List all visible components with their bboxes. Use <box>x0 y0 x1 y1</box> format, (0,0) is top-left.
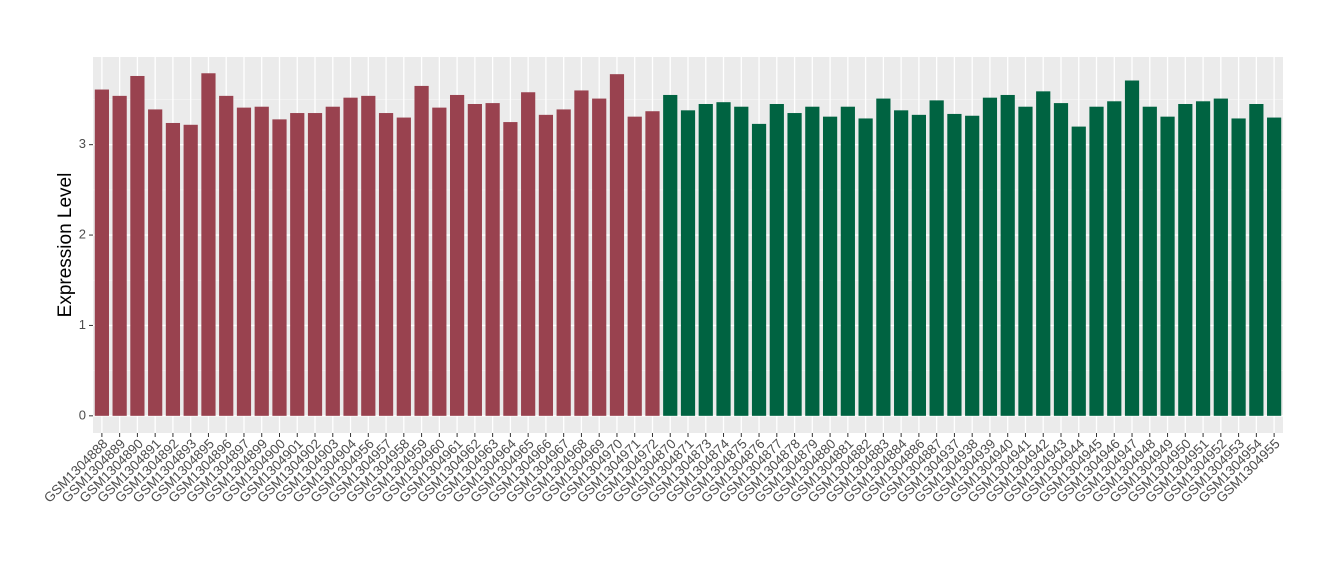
bar <box>1160 116 1175 416</box>
bar <box>840 106 855 416</box>
bar <box>272 119 287 416</box>
bar <box>805 106 820 416</box>
bar <box>1213 98 1228 416</box>
bar <box>1124 80 1140 416</box>
bar <box>396 117 411 416</box>
bar <box>148 109 163 416</box>
bar <box>592 98 607 416</box>
bar <box>574 90 589 416</box>
bar <box>538 114 554 416</box>
bar <box>769 104 784 416</box>
bar <box>627 116 642 416</box>
bar <box>94 89 109 416</box>
bar <box>219 95 234 416</box>
bar <box>556 109 571 416</box>
bar <box>1000 94 1015 416</box>
bar <box>787 113 802 416</box>
y-tick-label: 1 <box>79 317 86 332</box>
bar <box>325 106 340 416</box>
y-tick-label: 3 <box>79 136 86 151</box>
bar <box>165 122 181 416</box>
bar <box>1071 126 1086 416</box>
bar <box>1107 101 1122 416</box>
bar <box>982 97 998 416</box>
bar <box>183 124 198 416</box>
bar <box>112 95 127 416</box>
bar <box>343 97 358 416</box>
bar <box>236 107 252 416</box>
bar <box>1231 118 1246 416</box>
bar <box>521 92 536 416</box>
y-tick-label: 0 <box>79 407 86 422</box>
bar <box>1053 103 1069 416</box>
bar <box>822 116 838 416</box>
bar <box>1142 106 1157 416</box>
bar <box>911 114 926 416</box>
bar <box>307 113 323 416</box>
bar <box>290 113 305 416</box>
bar <box>645 111 660 416</box>
bar <box>947 113 962 416</box>
bar <box>751 123 767 416</box>
bar <box>1178 104 1193 416</box>
bar <box>876 98 891 416</box>
bar <box>609 74 625 416</box>
bar <box>965 115 980 416</box>
bar <box>378 113 394 416</box>
bar <box>894 110 909 416</box>
bar <box>432 107 447 416</box>
bar <box>1267 117 1282 416</box>
bar <box>467 104 482 416</box>
bar <box>254 106 269 416</box>
bar <box>680 110 696 416</box>
bar <box>698 104 713 416</box>
bar <box>1036 91 1051 416</box>
bar <box>1089 106 1104 416</box>
bar <box>201 73 216 416</box>
bar <box>503 122 518 416</box>
y-tick-label: 2 <box>79 226 86 241</box>
bar <box>361 95 376 416</box>
bar <box>414 85 429 416</box>
bar <box>663 94 678 416</box>
y-axis-label: Expression Level <box>55 173 76 318</box>
bar <box>485 103 500 416</box>
bar <box>858 118 873 416</box>
bar <box>130 75 145 416</box>
bar <box>716 102 731 416</box>
bar <box>1018 106 1033 416</box>
bar <box>1249 104 1264 416</box>
bar <box>734 106 749 416</box>
bar <box>1195 101 1211 416</box>
bar <box>450 94 465 416</box>
bar <box>929 100 944 416</box>
